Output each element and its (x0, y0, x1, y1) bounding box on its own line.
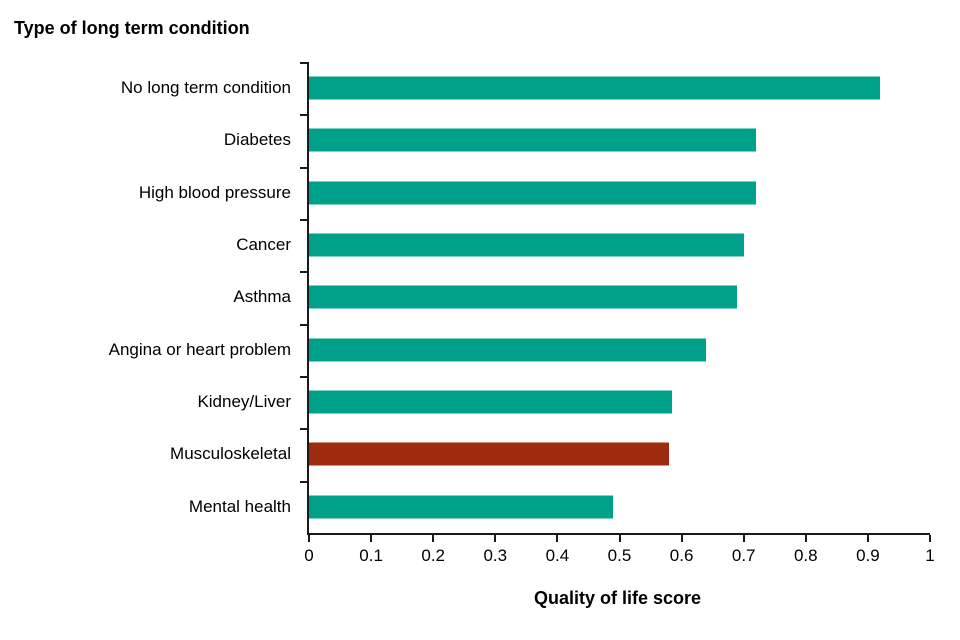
category-label-high-blood-pressure: High blood pressure (138, 182, 291, 202)
category-label-musculoskeletal: Musculoskeletal (170, 444, 291, 464)
x-axis-tick (680, 535, 683, 542)
x-tick-label-0-1: 0.1 (359, 546, 383, 565)
x-tick-label-0-5: 0.5 (607, 546, 632, 565)
category-label-asthma: Asthma (233, 287, 291, 307)
x-axis-tick (804, 535, 807, 542)
x-tick-label-1: 1 (925, 546, 935, 565)
bar-row-cancer: Cancer (236, 219, 930, 271)
x-axis-tick (432, 535, 435, 542)
plot-area: No long term condition Diabetes High blood… (109, 62, 935, 565)
bar-mental-health (309, 495, 614, 519)
x-axis-tick (618, 535, 621, 542)
chart-title: Type of long term condition (14, 18, 250, 38)
category-label-kidney-liver: Kidney/Liver (197, 392, 291, 412)
y-axis-tick (300, 218, 307, 221)
y-axis-tick (300, 62, 307, 64)
x-tick-label-0-6: 0.6 (669, 546, 694, 565)
x-axis-tick (742, 535, 745, 542)
x-axis-tick (370, 535, 373, 542)
category-label-mental-health: Mental health (188, 496, 291, 516)
bar-musculoskeletal (309, 442, 670, 466)
y-axis-tick (300, 428, 307, 431)
x-axis-tick (929, 535, 931, 542)
x-tick-label-0-3: 0.3 (483, 546, 508, 565)
x-tick-label-0: 0 (304, 546, 314, 565)
bar-row-mental-health: Mental health (189, 481, 930, 533)
bar-row-asthma: Asthma (233, 271, 930, 323)
y-axis-tick (300, 323, 307, 326)
y-axis-tick (300, 480, 307, 483)
x-axis-tick (308, 535, 310, 542)
x-axis-tick (494, 535, 497, 542)
bar-row-angina-or-heart-problem: Angina or heart problem (109, 324, 930, 376)
bar-row-musculoskeletal: Musculoskeletal (170, 428, 930, 480)
bar-row-no-long-term-condition: No long term condition (121, 62, 930, 114)
category-label-diabetes: Diabetes (223, 130, 291, 150)
bar-row-diabetes: Diabetes (224, 114, 930, 166)
bar-kidney-liver (309, 390, 673, 414)
x-tick-label-0-2: 0.2 (421, 546, 446, 565)
y-axis-tick (300, 375, 307, 378)
x-tick-label-0-8: 0.8 (793, 546, 818, 565)
x-tick-label-0-9: 0.9 (856, 546, 880, 565)
x-tick-label-0-4: 0.4 (545, 546, 570, 565)
y-axis-tick (300, 271, 307, 274)
bar-cancer (309, 233, 744, 257)
x-axis-label: Quality of life score (533, 588, 702, 608)
category-label-cancer: Cancer (236, 235, 291, 255)
x-tick-label-0-7: 0.7 (731, 546, 756, 565)
bar-no-long-term-condition (309, 76, 881, 100)
bar-diabetes (309, 128, 757, 152)
y-axis-tick (300, 166, 307, 169)
bar-row-high-blood-pressure: High blood pressure (139, 167, 930, 219)
bar-angina-or-heart-problem (309, 338, 707, 362)
x-axis-tick (556, 535, 559, 542)
bar-high-blood-pressure (309, 181, 757, 205)
bar-asthma (309, 285, 738, 309)
y-axis-tick (300, 114, 307, 117)
bar-row-kidney-liver: Kidney/Liver (197, 376, 930, 428)
x-axis-tick (866, 535, 869, 542)
category-label-no-long-term-condition: No long term condition (120, 78, 291, 98)
category-label-angina-or-heart-problem: Angina or heart problem (108, 339, 291, 359)
